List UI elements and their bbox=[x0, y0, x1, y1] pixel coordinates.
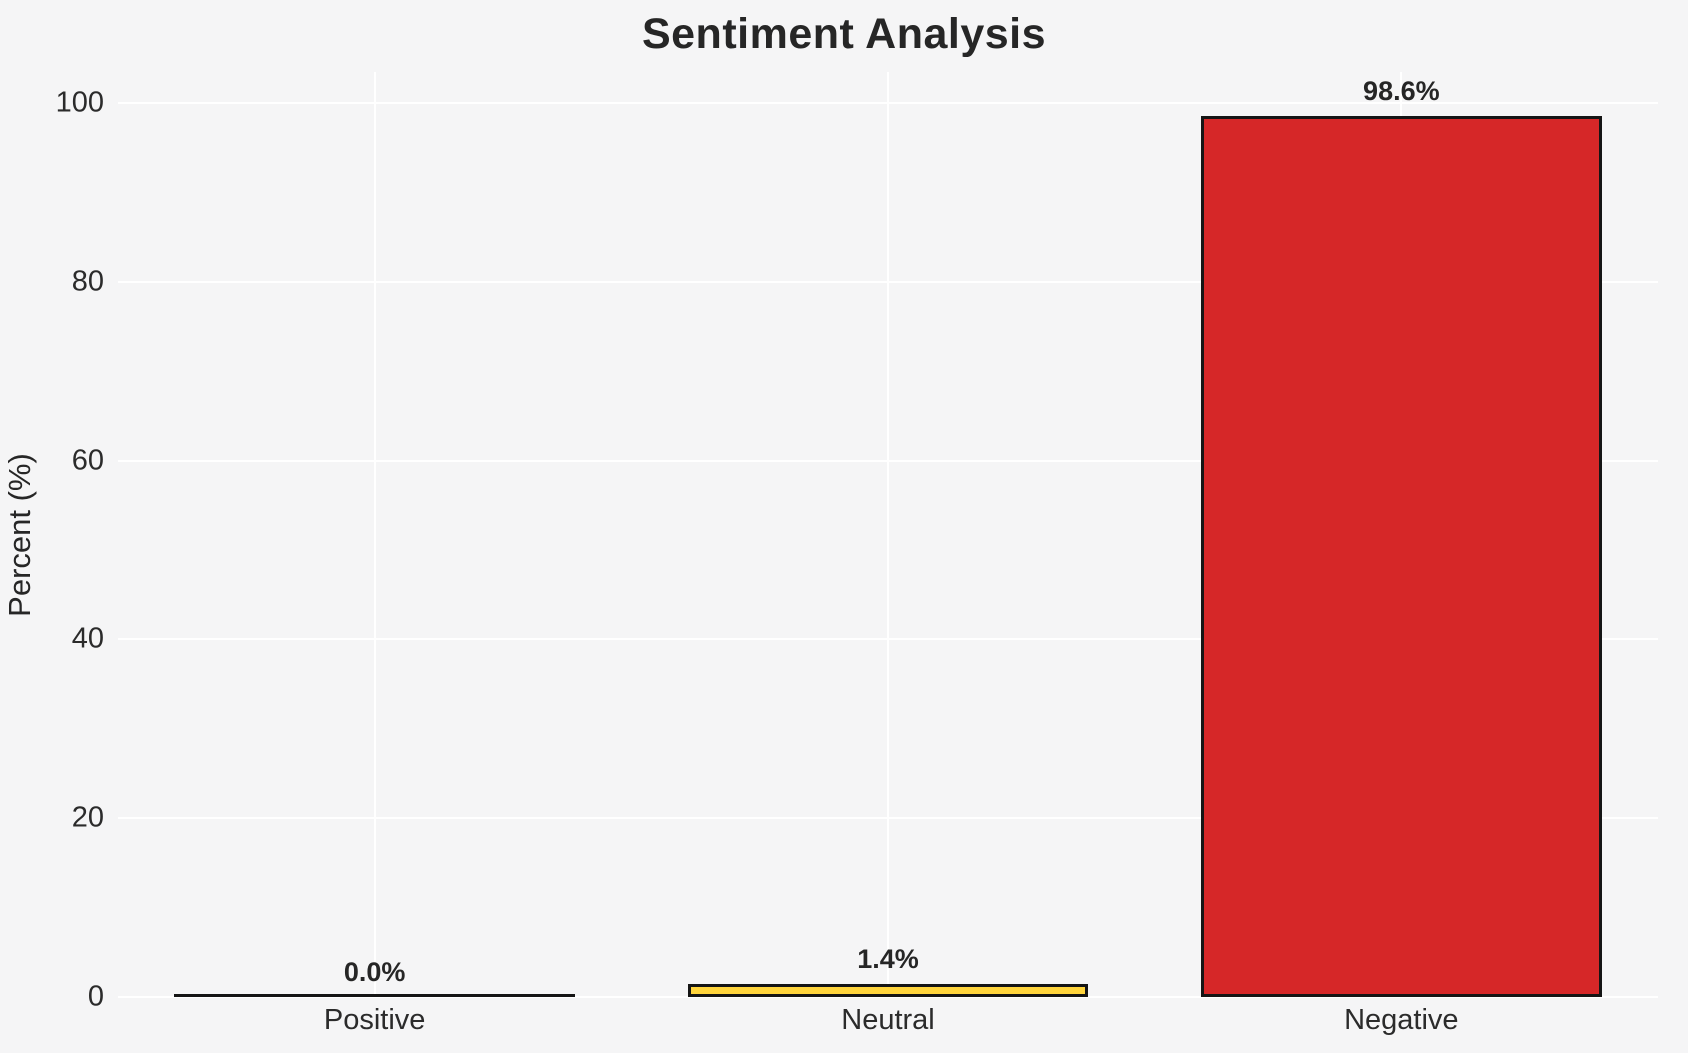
x-tick-positive: Positive bbox=[323, 1004, 426, 1036]
y-tick-0: 0 bbox=[87, 980, 104, 1013]
bar-value-neutral: 1.4% bbox=[857, 944, 919, 975]
bar-value-negative: 98.6% bbox=[1363, 75, 1440, 106]
bar-positive bbox=[174, 994, 575, 997]
gridline-x-neutral bbox=[887, 72, 889, 997]
gridline-x-positive bbox=[373, 72, 376, 997]
y-tick-20: 20 bbox=[71, 801, 104, 834]
y-tick-100: 100 bbox=[55, 86, 104, 119]
y-tick-60: 60 bbox=[71, 444, 104, 477]
gridline-y-0 bbox=[118, 996, 1658, 998]
bar-neutral bbox=[687, 984, 1089, 997]
x-tick-neutral: Neutral bbox=[841, 1004, 935, 1036]
y-tick-80: 80 bbox=[71, 265, 104, 298]
chart-title: Sentiment Analysis bbox=[641, 10, 1047, 58]
bar-negative bbox=[1201, 115, 1602, 997]
bar-value-positive: 0.0% bbox=[343, 957, 406, 987]
plot-area: 0.0% 1.4% 98.6% bbox=[118, 72, 1658, 998]
x-tick-negative: Negative bbox=[1344, 1004, 1459, 1036]
y-tick-40: 40 bbox=[71, 622, 104, 655]
